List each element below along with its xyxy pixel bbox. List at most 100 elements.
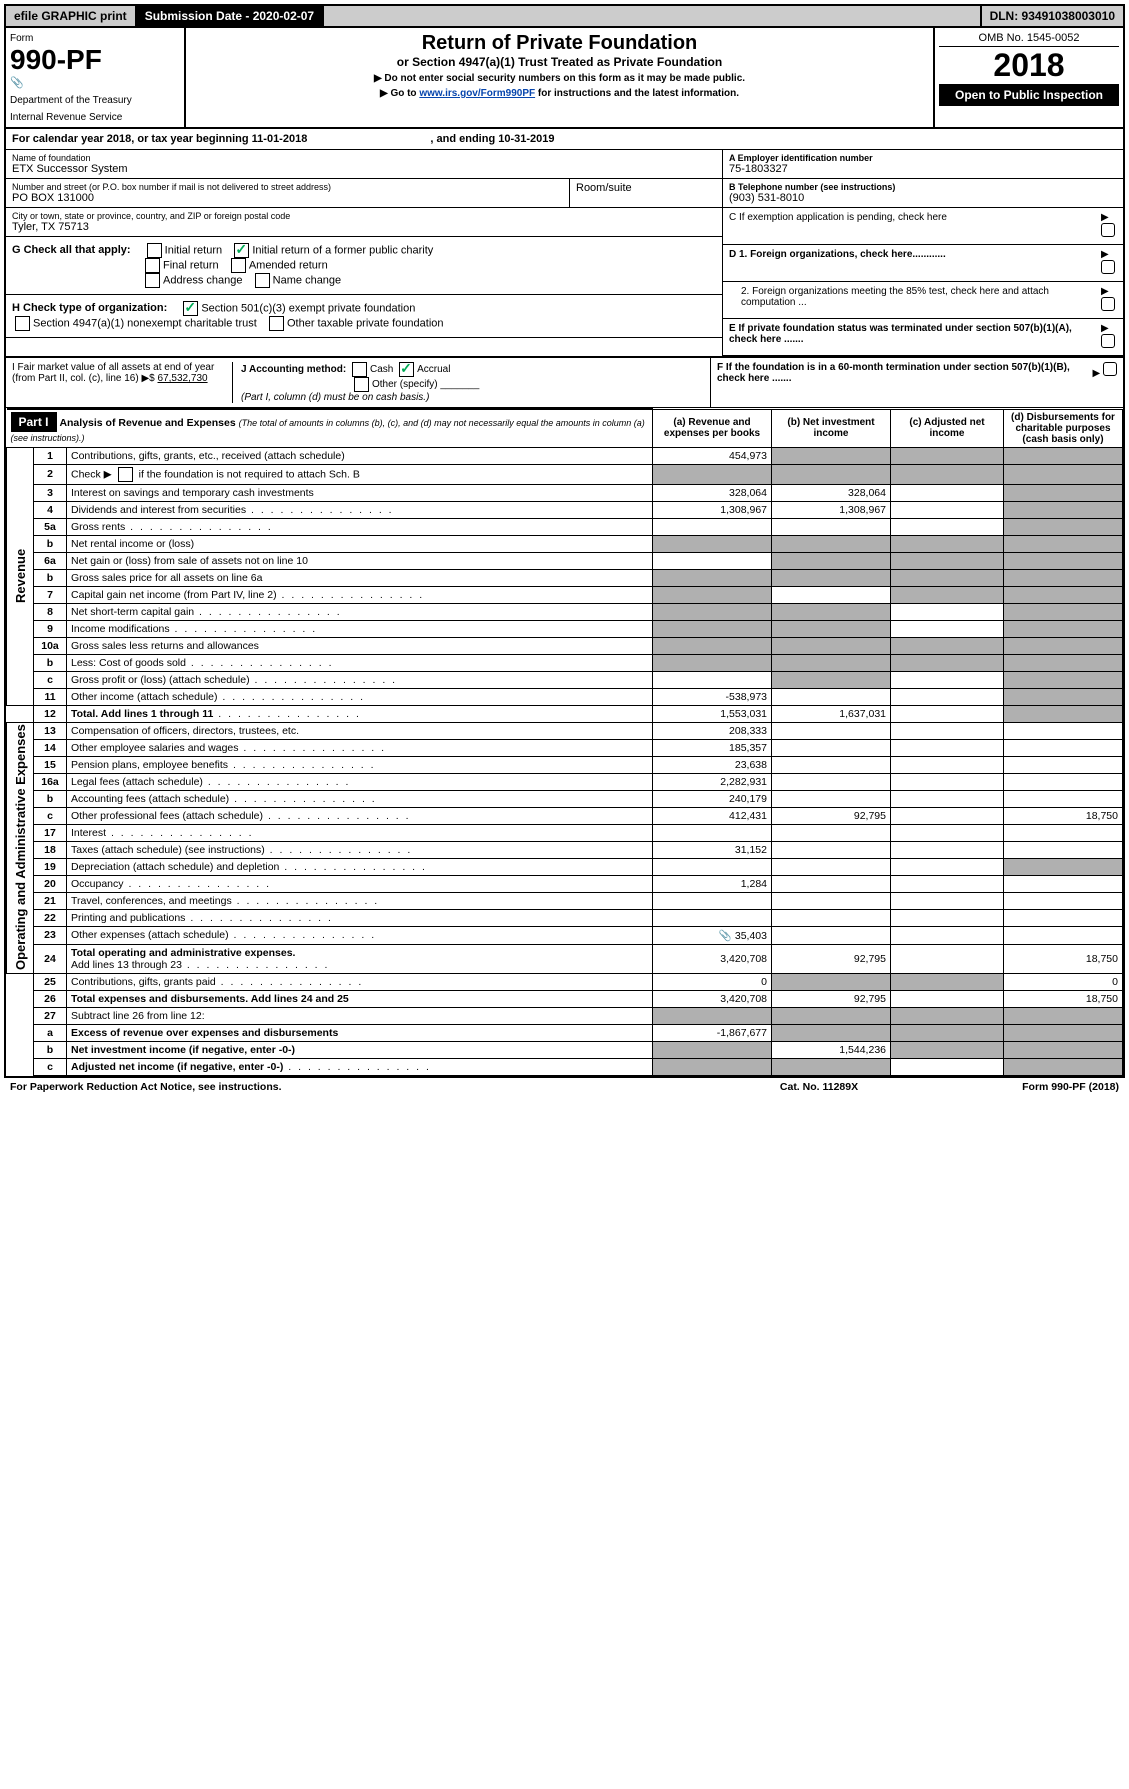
room-suite-cell: Room/suite	[570, 179, 722, 207]
line-2-desc: Check ▶ if the foundation is not require…	[67, 464, 653, 484]
submission-date: Submission Date - 2020-02-07	[137, 6, 324, 26]
line-1-desc: Contributions, gifts, grants, etc., rece…	[67, 447, 653, 464]
line-4-desc: Dividends and interest from securities	[67, 501, 653, 518]
line-25-d: 0	[1004, 973, 1123, 990]
line-18-desc: Taxes (attach schedule) (see instruction…	[67, 841, 653, 858]
g-check-row: G Check all that apply: Initial return I…	[6, 237, 722, 295]
form-title: Return of Private Foundation	[190, 32, 929, 55]
4947-checkbox[interactable]	[15, 316, 30, 331]
line-27b-b: 1,544,236	[772, 1041, 891, 1058]
f-checkbox[interactable]	[1103, 362, 1117, 376]
line-12-b: 1,637,031	[772, 705, 891, 722]
irs-link[interactable]: www.irs.gov/Form990PF	[419, 88, 535, 99]
telephone-cell: B Telephone number (see instructions) (9…	[723, 179, 1123, 208]
c-checkbox[interactable]	[1101, 223, 1115, 237]
line-14-a: 185,357	[653, 739, 772, 756]
city-state-zip: Tyler, TX 75713	[12, 221, 89, 233]
i-j-row: I Fair market value of all assets at end…	[6, 358, 1123, 408]
tax-year-begin: 11-01-2018	[252, 133, 308, 145]
line-4-a: 1,308,967	[653, 501, 772, 518]
line-10a-desc: Gross sales less returns and allowances	[67, 637, 653, 654]
telephone: (903) 531-8010	[729, 192, 804, 204]
note-2: ▶ Go to www.irs.gov/Form990PF for instru…	[190, 88, 929, 99]
omb-number: OMB No. 1545-0052	[939, 32, 1119, 47]
tax-year: 2018	[939, 47, 1119, 84]
topbar-spacer	[324, 6, 979, 26]
col-c-header: (c) Adjusted net income	[891, 409, 1004, 447]
line-4-b: 1,308,967	[772, 501, 891, 518]
line-24-a: 3,420,708	[653, 944, 772, 973]
501c3-checkbox[interactable]	[183, 301, 198, 316]
line-26-b: 92,795	[772, 990, 891, 1007]
line-27-desc: Subtract line 26 from line 12:	[67, 1007, 653, 1024]
line-27b-desc: Net investment income (if negative, ente…	[67, 1041, 653, 1058]
line-14-desc: Other employee salaries and wages	[67, 739, 653, 756]
ein: 75-1803327	[729, 163, 788, 175]
line-17-desc: Interest	[67, 824, 653, 841]
line-10c-desc: Gross profit or (loss) (attach schedule)	[67, 671, 653, 688]
line-16c-d: 18,750	[1004, 807, 1123, 824]
info-grid: Name of foundation ETX Successor System …	[6, 150, 1123, 358]
address-cell: Number and street (or P.O. box number if…	[6, 179, 570, 207]
line-15-desc: Pension plans, employee benefits	[67, 756, 653, 773]
line-2-checkbox[interactable]	[118, 467, 133, 482]
name-change-checkbox[interactable]	[255, 273, 270, 288]
line-24-desc: Total operating and administrative expen…	[67, 944, 653, 973]
accrual-checkbox[interactable]	[399, 362, 414, 377]
line-10b-desc: Less: Cost of goods sold	[67, 654, 653, 671]
line-8-desc: Net short-term capital gain	[67, 603, 653, 620]
tax-year-end: 10-31-2019	[498, 133, 554, 145]
efile-label[interactable]: efile GRAPHIC print	[6, 6, 137, 26]
other-method-checkbox[interactable]	[354, 377, 369, 392]
form-number: 990-PF	[10, 44, 180, 76]
dept-treasury: Department of the Treasury	[10, 95, 180, 106]
line-5b-desc: Net rental income or (loss)	[67, 535, 653, 552]
expenses-side-label: Operating and Administrative Expenses	[7, 722, 34, 973]
initial-return-checkbox[interactable]	[147, 243, 162, 258]
line-5a-desc: Gross rents	[67, 518, 653, 535]
footer-form-ref: Form 990-PF (2018)	[919, 1081, 1119, 1093]
final-return-checkbox[interactable]	[145, 258, 160, 273]
line-16c-b: 92,795	[772, 807, 891, 824]
line-1-a: 454,973	[653, 447, 772, 464]
line-27a-a: -1,867,677	[653, 1024, 772, 1041]
amended-return-checkbox[interactable]	[231, 258, 246, 273]
col-b-header: (b) Net investment income	[772, 409, 891, 447]
footer-left: For Paperwork Reduction Act Notice, see …	[10, 1081, 719, 1093]
line-6b-desc: Gross sales price for all assets on line…	[67, 569, 653, 586]
i-block: I Fair market value of all assets at end…	[12, 362, 232, 403]
line-11-a: -538,973	[653, 688, 772, 705]
dln-label: DLN: 93491038003010	[980, 6, 1123, 26]
line-7-desc: Capital gain net income (from Part IV, l…	[67, 586, 653, 603]
form-container: efile GRAPHIC print Submission Date - 20…	[4, 4, 1125, 1078]
address-change-checkbox[interactable]	[145, 273, 160, 288]
line-20-a: 1,284	[653, 875, 772, 892]
line-16a-desc: Legal fees (attach schedule)	[67, 773, 653, 790]
line-12-a: 1,553,031	[653, 705, 772, 722]
line-23-desc: Other expenses (attach schedule)	[67, 926, 653, 944]
j-block: J Accounting method: Cash Accrual Other …	[232, 362, 704, 403]
line-12-desc: Total. Add lines 1 through 11	[67, 705, 653, 722]
line-15-a: 23,638	[653, 756, 772, 773]
other-taxable-checkbox[interactable]	[269, 316, 284, 331]
col-d-header: (d) Disbursements for charitable purpose…	[1004, 409, 1123, 447]
line-26-a: 3,420,708	[653, 990, 772, 1007]
e-row: E If private foundation status was termi…	[723, 319, 1123, 356]
e-checkbox[interactable]	[1101, 334, 1115, 348]
header-left: Form 990-PF 📎 Department of the Treasury…	[6, 28, 186, 127]
fmv-value: 67,532,730	[158, 373, 208, 384]
attachment-icon[interactable]: 📎	[719, 930, 732, 942]
d1-checkbox[interactable]	[1101, 260, 1115, 274]
city-cell: City or town, state or province, country…	[6, 208, 722, 237]
calendar-year-row: For calendar year 2018, or tax year begi…	[6, 129, 1123, 150]
line-16b-a: 240,179	[653, 790, 772, 807]
d2-checkbox[interactable]	[1101, 297, 1115, 311]
form-label: Form	[10, 33, 33, 44]
efile-icon: 📎	[10, 76, 180, 89]
part1-label: Part I	[11, 412, 57, 432]
line-24-b: 92,795	[772, 944, 891, 973]
cash-checkbox[interactable]	[352, 362, 367, 377]
h-check-row: H Check type of organization: Section 50…	[6, 295, 722, 338]
line-26-desc: Total expenses and disbursements. Add li…	[67, 990, 653, 1007]
initial-return-former-checkbox[interactable]	[234, 243, 249, 258]
